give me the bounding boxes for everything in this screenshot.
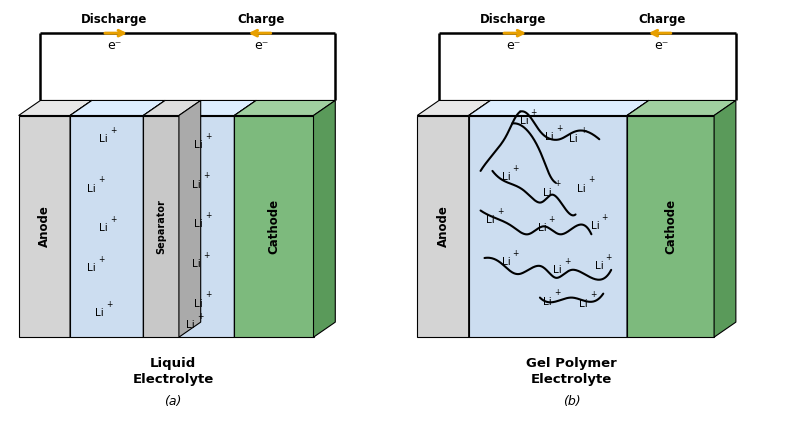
Text: Charge: Charge [238,13,286,26]
Text: Anode: Anode [437,205,450,247]
Polygon shape [179,101,201,337]
Text: Li: Li [99,223,108,233]
Text: Gel Polymer
Electrolyte: Gel Polymer Electrolyte [526,357,617,386]
Text: e⁻: e⁻ [654,39,669,52]
Text: +: + [548,215,554,224]
Text: +: + [203,250,210,260]
Text: Liquid
Electrolyte: Liquid Electrolyte [132,357,214,386]
Text: +: + [497,207,503,216]
Text: Li: Li [192,180,201,190]
Text: Charge: Charge [638,13,686,26]
Text: Li: Li [543,296,552,306]
Polygon shape [143,101,201,115]
Text: Li: Li [486,216,495,225]
Text: Li: Li [546,132,554,142]
Text: Anode: Anode [38,205,51,247]
Polygon shape [469,101,490,337]
Text: Li: Li [577,184,586,194]
Text: e⁻: e⁻ [107,39,122,52]
Polygon shape [314,101,335,337]
Text: +: + [110,126,117,135]
Text: +: + [606,253,612,261]
Text: Li: Li [194,298,203,309]
Text: Li: Li [579,298,588,309]
Text: +: + [602,213,608,222]
Polygon shape [418,101,490,115]
Text: +: + [564,256,570,266]
Text: +: + [588,176,594,184]
Text: +: + [205,132,211,141]
Text: Li: Li [95,309,104,318]
Polygon shape [469,101,649,115]
Text: Cathode: Cathode [267,199,281,254]
Polygon shape [234,101,256,337]
Text: Li: Li [186,320,195,330]
Text: Li: Li [570,134,578,144]
Text: Li: Li [194,140,203,150]
Text: (b): (b) [562,394,581,408]
Text: Li: Li [87,263,96,273]
Text: Li: Li [502,172,510,182]
Text: e⁻: e⁻ [254,39,269,52]
Polygon shape [469,115,627,337]
Text: Li: Li [554,265,562,275]
Polygon shape [18,115,70,337]
Text: +: + [554,288,561,297]
Text: +: + [197,312,203,321]
Text: +: + [556,124,562,133]
Text: Discharge: Discharge [81,13,147,26]
Text: +: + [98,176,105,184]
Polygon shape [627,115,714,337]
Text: +: + [590,290,596,299]
Text: Li: Li [99,134,108,144]
Text: Li: Li [543,188,552,198]
Polygon shape [70,115,143,337]
Text: +: + [205,211,211,220]
Text: +: + [205,290,211,299]
Polygon shape [627,101,649,337]
Text: +: + [530,108,537,117]
Text: +: + [106,300,113,309]
Text: (a): (a) [164,394,182,408]
Text: Discharge: Discharge [480,13,546,26]
Text: +: + [203,171,210,181]
Text: +: + [98,255,105,264]
Text: Cathode: Cathode [664,199,677,254]
Text: Li: Li [87,184,96,194]
Text: Li: Li [192,259,201,269]
Text: +: + [580,126,586,135]
Polygon shape [179,115,234,337]
Polygon shape [418,115,469,337]
Polygon shape [143,115,179,337]
Text: Li: Li [591,221,600,231]
Polygon shape [179,101,256,115]
Text: +: + [110,215,117,224]
Text: Li: Li [502,257,510,267]
Polygon shape [234,101,335,115]
Text: Li: Li [194,219,203,229]
Polygon shape [234,115,314,337]
Polygon shape [627,101,736,115]
Polygon shape [143,101,165,337]
Text: Li: Li [538,223,546,233]
Polygon shape [70,101,92,337]
Text: Separator: Separator [156,199,166,254]
Text: +: + [554,179,561,188]
Text: Li: Li [520,117,529,126]
Text: +: + [513,249,519,258]
Text: Li: Li [595,261,604,271]
Polygon shape [714,101,736,337]
Polygon shape [18,101,92,115]
Text: +: + [513,163,519,173]
Polygon shape [70,101,165,115]
Text: e⁻: e⁻ [506,39,520,52]
